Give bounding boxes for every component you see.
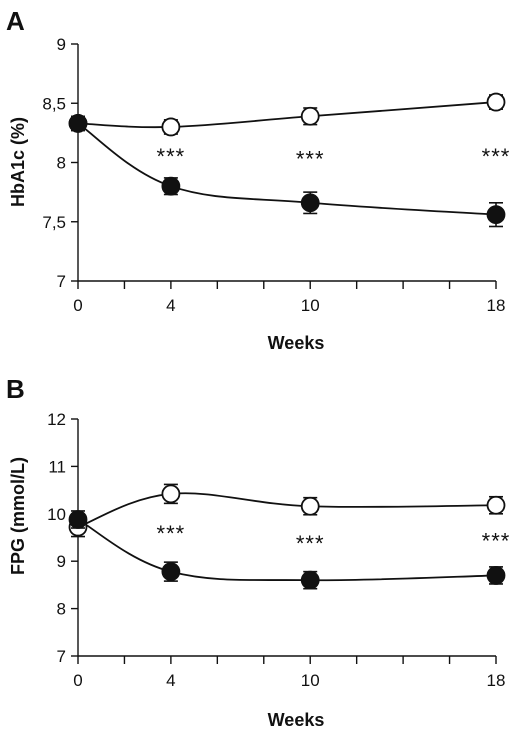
y-tick-label: 8 [57, 154, 66, 173]
significance-annotation: *** [296, 531, 325, 556]
data-point-filled [300, 193, 320, 213]
x-axis-label: Weeks [268, 333, 325, 353]
data-point-open [300, 106, 320, 126]
significance-annotation: *** [157, 521, 186, 546]
data-point-filled [486, 566, 506, 585]
y-tick-label: 12 [47, 410, 66, 429]
series-line-filled [77, 122, 497, 216]
y-tick-label: 7 [57, 272, 66, 291]
data-point-open [161, 117, 181, 137]
panel-b: B Weeks FPG (mmol/L) 7 8 9 10 11 12 0 4 10 18 *** *… [6, 374, 511, 730]
data-point-filled [161, 562, 181, 582]
data-point-open [486, 495, 506, 515]
x-tick-label: 0 [73, 296, 82, 315]
x-tick-label: 18 [487, 671, 506, 690]
significance-annotation: *** [482, 144, 511, 169]
y-tick-label: 10 [47, 505, 66, 524]
x-tick-label: 4 [166, 671, 175, 690]
data-point-filled [68, 510, 88, 529]
panel-a: A Weeks HbA1c (%) 7 7,5 8 8,5 9 0 4 10 18 *** *** *… [6, 6, 511, 353]
panel-letter: A [6, 6, 25, 36]
significance-annotation: *** [296, 146, 325, 171]
y-tick-label: 9 [57, 35, 66, 54]
x-tick-label: 10 [301, 671, 320, 690]
y-tick-label: 7 [57, 647, 66, 666]
data-point-open [486, 92, 506, 112]
panel-letter: B [6, 374, 25, 404]
data-point-filled [300, 570, 320, 590]
data-point-filled [68, 113, 88, 133]
x-tick-label: 0 [73, 671, 82, 690]
y-tick-label: 7,5 [42, 213, 66, 232]
x-tick-label: 18 [487, 296, 506, 315]
y-axis-label: HbA1c (%) [8, 117, 28, 207]
series-line-open [77, 492, 497, 528]
y-tick-label: 8,5 [42, 94, 66, 113]
series-line-open [77, 101, 497, 129]
data-point-open [300, 496, 320, 516]
x-axis-label: Weeks [268, 710, 325, 730]
y-tick-label: 8 [57, 600, 66, 619]
y-tick-label: 9 [57, 552, 66, 571]
significance-annotation: *** [482, 528, 511, 553]
series-line-filled [77, 518, 497, 582]
y-axis-label: FPG (mmol/L) [8, 457, 28, 575]
x-tick-label: 10 [301, 296, 320, 315]
significance-annotation: *** [157, 144, 186, 169]
data-point-open [161, 484, 181, 504]
y-tick-label: 11 [48, 457, 66, 476]
x-tick-label: 4 [166, 296, 175, 315]
data-point-filled [486, 205, 506, 225]
data-point-filled [161, 176, 181, 196]
